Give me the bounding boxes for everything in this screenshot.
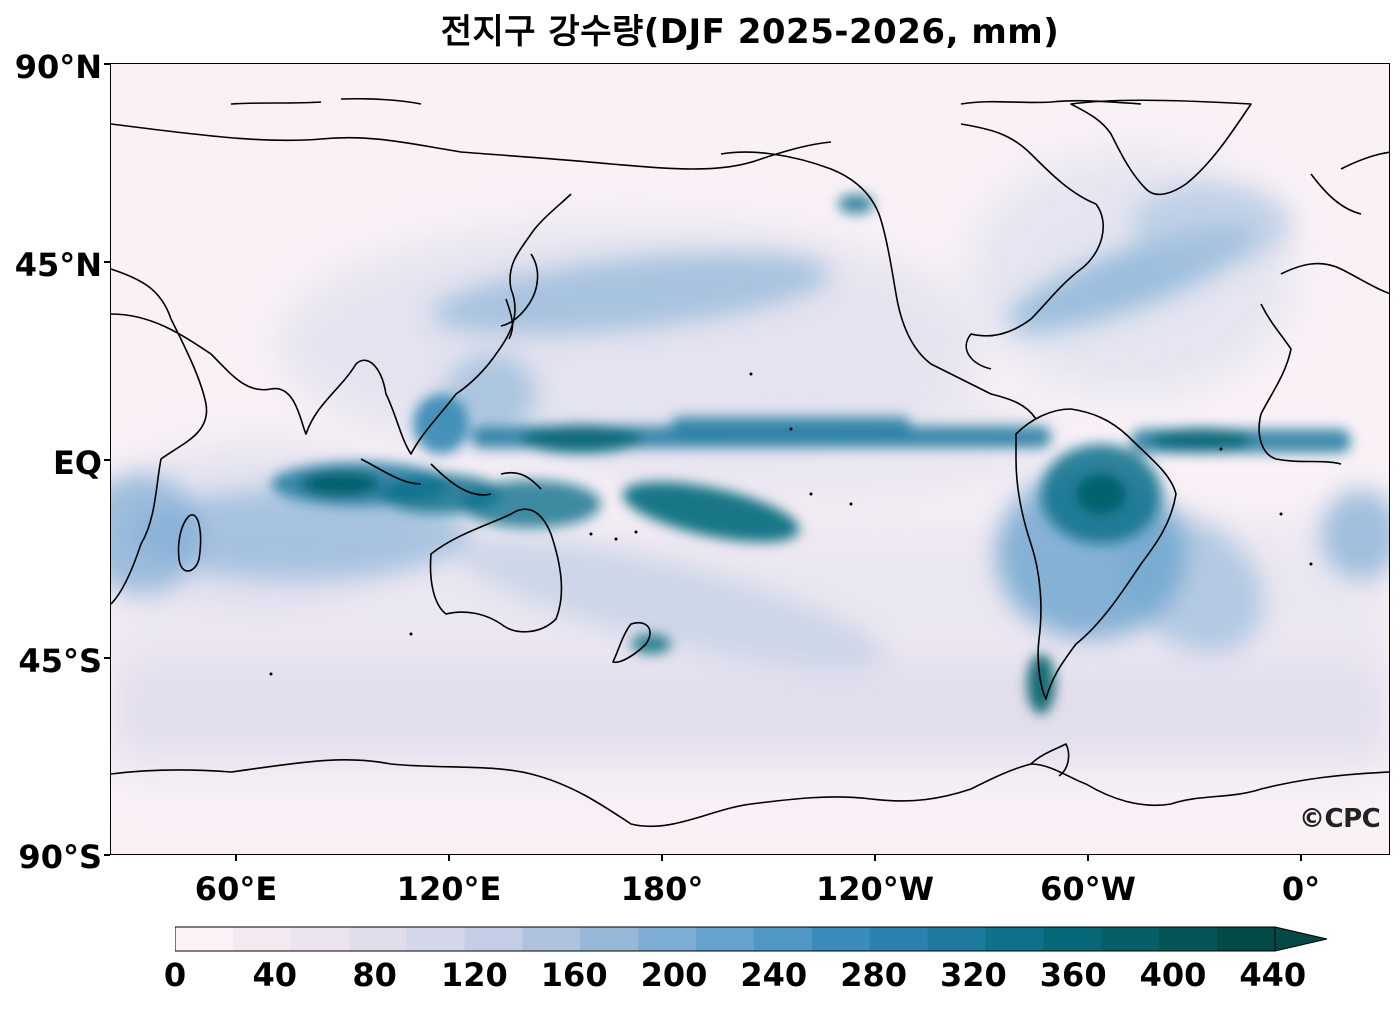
- colorbar-tick-label: 80: [352, 956, 397, 994]
- lat-label-90n: 90°N: [14, 48, 102, 86]
- colorbar-segment: [290, 927, 350, 951]
- colorbar-tick-label: 280: [840, 956, 907, 994]
- lat-label-eq: EQ: [52, 444, 102, 482]
- colorbar-segment: [1159, 927, 1218, 951]
- lon-label-120w: 120°W: [815, 870, 935, 908]
- colorbar-segment: [522, 927, 581, 951]
- colorbar-extend-arrow: [1274, 926, 1328, 952]
- lon-tick: [448, 855, 450, 861]
- colorbar-segment: [406, 927, 466, 951]
- colorbar-border: [175, 926, 1276, 952]
- lat-label-90s: 90°S: [18, 838, 102, 876]
- lat-label-45s: 45°S: [18, 642, 102, 680]
- medium-precip-features: [111, 184, 1389, 670]
- lon-label-60w: 60°W: [1040, 870, 1136, 908]
- lon-tick: [661, 855, 663, 861]
- colorbar-segment: [811, 927, 871, 951]
- lon-label-120e: 120°E: [396, 870, 502, 908]
- colorbar-tick-label: 200: [640, 956, 708, 994]
- colorbar-segment: [348, 927, 408, 951]
- colorbar-tick-label: 0: [163, 956, 187, 994]
- lat-tick: [104, 854, 110, 856]
- colorbar-segment: [869, 927, 929, 951]
- lon-label-180: 180°: [620, 870, 704, 908]
- lat-tick: [104, 261, 110, 263]
- colorbar-tick-label: 40: [252, 956, 298, 994]
- colorbar-segment: [985, 927, 1045, 951]
- lon-tick: [874, 855, 876, 861]
- colorbar-segment: [753, 927, 813, 951]
- colorbar-tick-label: 160: [540, 956, 608, 994]
- colorbar-tick-label: 360: [1039, 956, 1107, 994]
- lon-tick: [1087, 855, 1089, 861]
- lat-tick: [104, 459, 110, 461]
- island-markers: [269, 372, 1313, 676]
- lat-label-45n: 45°N: [14, 246, 102, 284]
- colorbar-segment: [1101, 927, 1160, 951]
- colorbar-segment: [232, 927, 292, 951]
- colorbar-tick-label: 320: [939, 956, 1007, 994]
- colorbar-segment: [1217, 927, 1276, 951]
- colorbar-tick-label: 120: [440, 956, 508, 994]
- colorbar-tick-label: 240: [740, 956, 808, 994]
- colorbar: [175, 926, 1328, 952]
- heavy-precip-features: [271, 194, 1351, 714]
- lat-tick: [104, 63, 110, 65]
- coastlines: [111, 97, 1389, 828]
- colorbar-segment: [175, 927, 234, 951]
- lon-tick: [1300, 855, 1302, 861]
- colorbar-tick-label: 400: [1139, 956, 1207, 994]
- colorbar-segment: [696, 927, 755, 951]
- lat-tick: [104, 657, 110, 659]
- colorbar-segment: [927, 927, 987, 951]
- colorbar-segment: [464, 927, 523, 951]
- colorbar-tick-label: 440: [1239, 956, 1307, 994]
- lon-label-60e: 60°E: [194, 870, 278, 908]
- precipitation-map: [110, 63, 1390, 855]
- colorbar-segment: [638, 927, 697, 951]
- colorbar-segment: [1043, 927, 1102, 951]
- colorbar-segment: [580, 927, 639, 951]
- lon-tick: [235, 855, 237, 861]
- map-title: 전지구 강수량(DJF 2025-2026, mm): [440, 12, 1060, 52]
- precipitation-field: [111, 97, 1389, 828]
- lon-label-0: 0°: [1281, 870, 1321, 908]
- data-source-credit: ©CPC: [1299, 804, 1381, 834]
